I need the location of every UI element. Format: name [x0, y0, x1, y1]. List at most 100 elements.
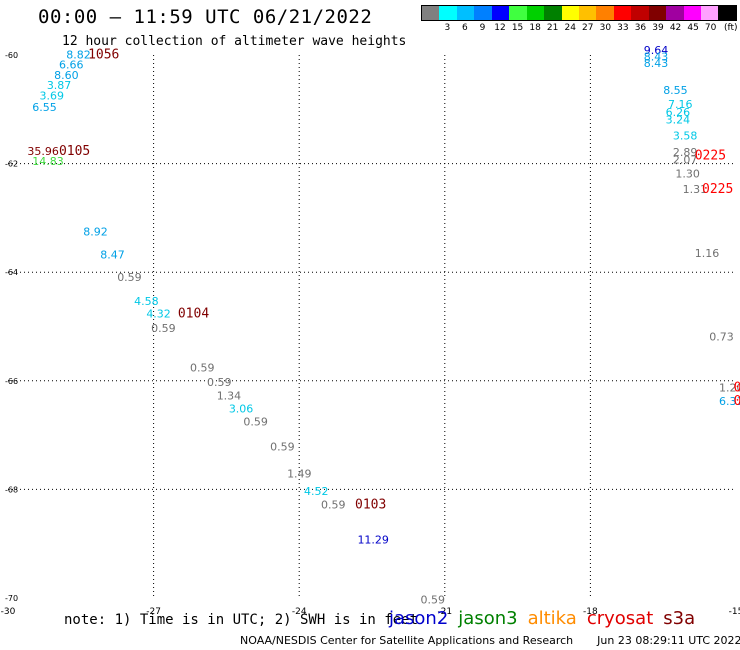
- latitude-tick-label: -62: [5, 160, 18, 169]
- legend-label: 24: [564, 23, 576, 33]
- wave-height-reading: 11.29: [357, 534, 389, 547]
- legend-label: 6: [462, 23, 468, 33]
- generated-timestamp: Jun 23 08:29:11 UTC 2022: [597, 634, 740, 647]
- latitude-tick-label: -68: [5, 485, 18, 494]
- legend-color-bar: [421, 5, 737, 21]
- legend-label: 42: [669, 23, 682, 33]
- wave-height-reading: 3.69: [40, 90, 64, 103]
- wave-height-reading: 8.92: [83, 225, 108, 238]
- legend-label: 27: [582, 23, 594, 33]
- wave-height-reading: 0.73: [709, 331, 734, 344]
- legend-label: 70: [704, 23, 717, 33]
- wave-height-reading: 7.16: [668, 98, 693, 111]
- legend-swatch: [718, 6, 736, 20]
- legend-swatch: [648, 6, 667, 20]
- latitude-tick-label: -64: [5, 268, 18, 277]
- legend-swatch: [683, 6, 701, 20]
- wave-height-reading: 1.49: [287, 467, 312, 480]
- wave-height-reading: 6.31: [719, 395, 740, 408]
- legend-label: 12: [494, 23, 506, 33]
- satellite-legend: jason2 jason3 altika cryosat s3a: [389, 608, 705, 629]
- legend-label: 39: [652, 23, 664, 33]
- legend-swatch: [439, 6, 457, 20]
- credit-line: NOAA/NESDIS Center for Satellite Applica…: [240, 634, 740, 647]
- wave-height-reading: 2.89: [673, 146, 698, 159]
- pass-time-label: 0225: [695, 148, 726, 163]
- footer-note: note: 1) Time is in UTC; 2) SWH is in fe…: [64, 612, 419, 628]
- latitude-tick-label: -66: [5, 377, 18, 386]
- pass-time-label: 0: [734, 381, 740, 396]
- wave-height-reading: 4.52: [304, 485, 329, 498]
- wave-height-color-legend: (ft) 3 6 9 12 15 18 21 24 27 30 33 36 39 42 45 70: [421, 5, 738, 35]
- wave-height-reading: 6.55: [32, 101, 57, 114]
- pass-time-label: 0105: [59, 144, 90, 159]
- pass-time-label: 0103: [355, 497, 386, 512]
- legend-swatch: [509, 6, 527, 20]
- legend-swatch: [544, 6, 562, 20]
- wave-height-reading: 8.55: [663, 84, 688, 97]
- legend-label: 15: [511, 23, 524, 33]
- legend-label: 45: [687, 23, 699, 33]
- legend-swatch: [561, 6, 579, 20]
- wave-height-reading: 0.59: [243, 415, 267, 428]
- longitude-tick-label: -18: [583, 607, 598, 617]
- pass-time-label: 0: [734, 394, 740, 409]
- map-subtitle: 12 hour collection of altimeter wave hei…: [62, 34, 407, 49]
- wave-height-reading: 4.32: [146, 307, 171, 320]
- wave-height-reading: 8.43: [644, 50, 669, 63]
- wave-height-reading: 1.30: [675, 168, 700, 181]
- legend-swatch: [474, 6, 492, 20]
- wave-height-reading: 0.59: [151, 322, 176, 335]
- wave-height-reading: 14.83: [32, 155, 64, 168]
- satellite-legend-jason3: jason3: [458, 608, 518, 629]
- wave-height-reading: 1.20: [719, 382, 740, 395]
- latitude-tick-label: -60: [5, 51, 18, 60]
- wave-height-reading: 0.59: [421, 593, 446, 606]
- legend-label: 21: [546, 23, 559, 33]
- latitude-tick-label: -70: [5, 594, 18, 603]
- legend-label: 30: [599, 23, 612, 33]
- satellite-legend-altika: altika: [527, 608, 577, 629]
- wave-height-reading: 6.66: [59, 59, 84, 72]
- longitude-tick-label: -30: [1, 607, 16, 617]
- legend-label: 9: [479, 23, 486, 33]
- wave-height-reading: 3.06: [229, 402, 254, 415]
- wave-height-reading: 1.34: [217, 389, 242, 402]
- wave-height-reading: 6.26: [666, 106, 691, 119]
- pass-time-label: 0225: [702, 182, 733, 197]
- wave-height-reading: 0.59: [190, 362, 215, 375]
- legend-swatch: [613, 6, 632, 20]
- legend-unit: (ft): [724, 23, 738, 33]
- legend-swatch: [666, 6, 684, 20]
- wave-height-reading: 2.07: [673, 154, 698, 167]
- wave-height-reading: 8.47: [100, 249, 125, 262]
- wave-height-reading: 9.64: [644, 44, 669, 57]
- wave-height-reading: 0.59: [117, 271, 142, 284]
- wave-height-reading: 3.87: [47, 79, 72, 92]
- legend-labels: (ft) 3 6 9 12 15 18 21 24 27 30 33 36 39 42 45 70: [421, 21, 737, 35]
- longitude-tick-label: -15: [729, 607, 740, 617]
- longitude-tick-label: -27: [146, 607, 161, 617]
- wave-height-reading: 3.58: [673, 130, 698, 143]
- legend-swatch: [456, 6, 475, 20]
- credit-text: NOAA/NESDIS Center for Satellite Applica…: [240, 634, 574, 647]
- satellite-legend-cryosat: cryosat: [586, 608, 654, 629]
- legend-label: 3: [444, 23, 451, 33]
- wave-height-reading: 8.60: [54, 69, 79, 82]
- wave-height-reading: 35.96: [27, 145, 59, 158]
- legend-label: 36: [634, 23, 647, 33]
- legend-label: 18: [529, 23, 541, 33]
- satellite-legend-jason2: jason2: [389, 608, 449, 629]
- wave-height-reading: 0.59: [207, 376, 232, 389]
- legend-swatch: [526, 6, 545, 20]
- pass-time-label: 0104: [178, 306, 209, 321]
- map-grid: [8, 55, 736, 598]
- legend-swatch: [596, 6, 614, 20]
- wave-height-reading: 8.43: [644, 57, 669, 70]
- wave-height-reading: 1.16: [695, 247, 720, 260]
- pass-time-label: 1056: [88, 47, 119, 62]
- wave-height-reading: 4.58: [134, 295, 159, 308]
- legend-swatch: [701, 6, 719, 20]
